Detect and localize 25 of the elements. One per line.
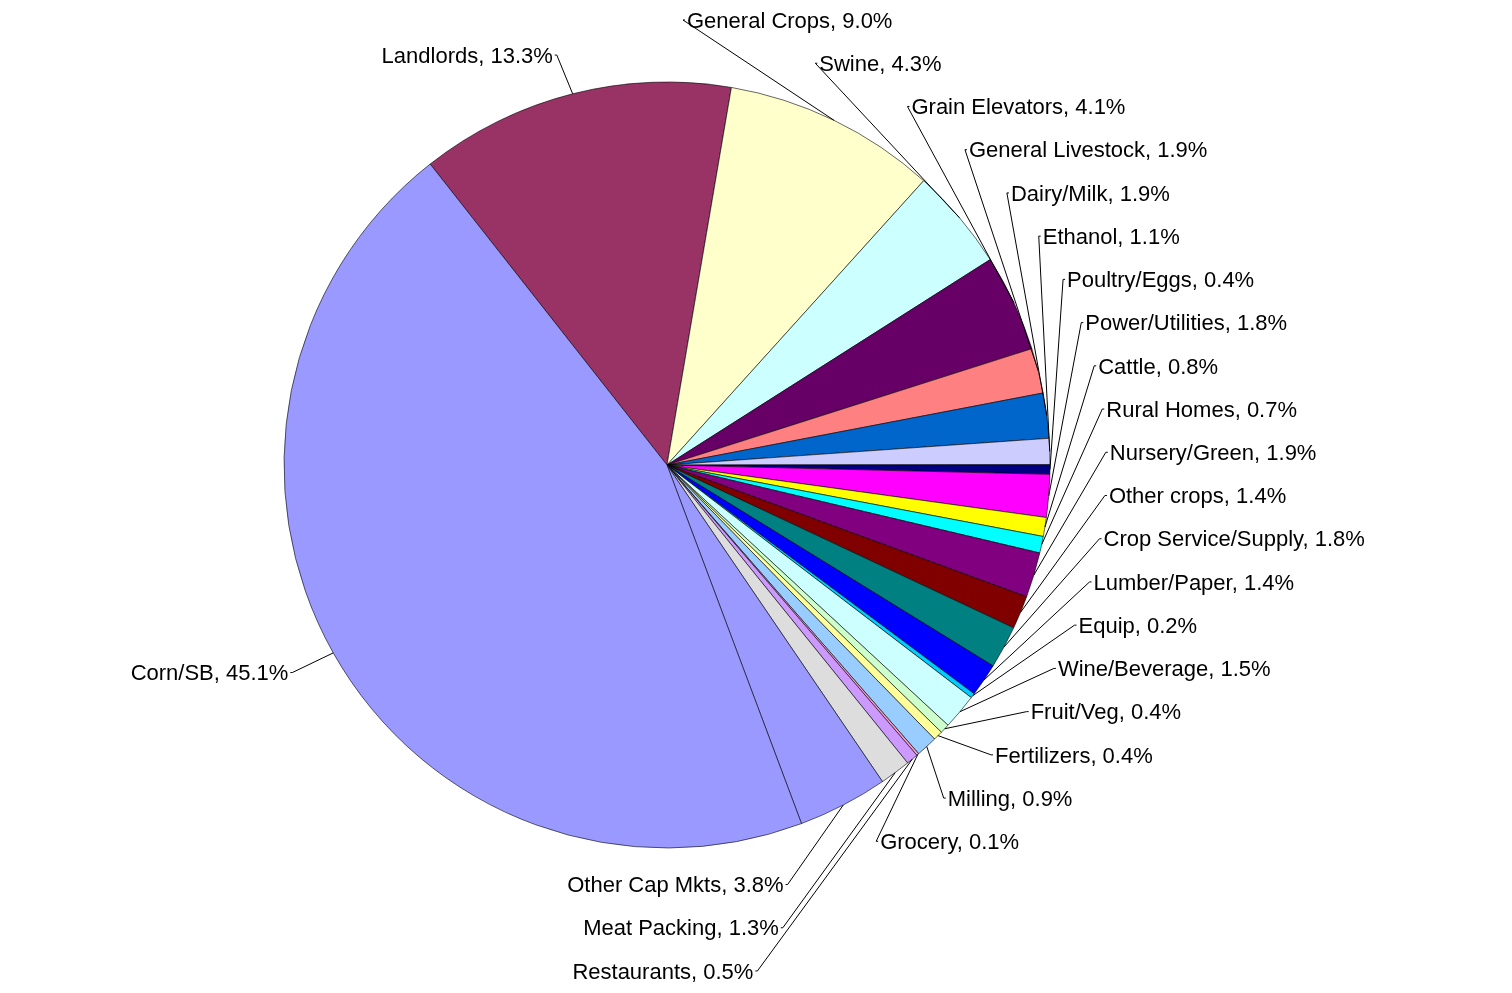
slice-label: Fertilizers, 0.4% [995, 742, 1153, 768]
slice-label: Meat Packing, 1.3% [583, 915, 779, 941]
slice-label: Grain Elevators, 4.1% [911, 94, 1126, 120]
slice-label: Lumber/Paper, 1.4% [1093, 569, 1295, 595]
slice-label: Corn/SB, 45.1% [130, 660, 289, 686]
slice-label: Fruit/Veg, 0.4% [1030, 699, 1182, 725]
slice-label: Crop Service/Supply, 1.8% [1103, 526, 1365, 552]
slice-label: General Livestock, 1.9% [968, 137, 1208, 163]
slice-label: Landlords, 13.3% [381, 42, 553, 68]
slice-label: General Crops, 9.0% [687, 7, 893, 33]
slice-label: Other Cap Mkts, 3.8% [567, 872, 784, 898]
slice-label: Wine/Beverage, 1.5% [1057, 656, 1271, 682]
slice-label: Poultry/Eggs, 0.4% [1067, 267, 1255, 293]
slice-label: Ethanol, 1.1% [1042, 223, 1180, 249]
slice-label: Cattle, 0.8% [1098, 353, 1219, 379]
slice-label: Rural Homes, 0.7% [1106, 396, 1298, 422]
slice-label: Restaurants, 0.5% [572, 958, 754, 984]
slice-label: Swine, 4.3% [819, 50, 942, 76]
slice-label: Dairy/Milk, 1.9% [1010, 180, 1170, 206]
slice-label: Nursery/Green, 1.9% [1109, 439, 1317, 465]
slice-label: Grocery, 0.1% [880, 829, 1020, 855]
slice-label: Power/Utilities, 1.8% [1085, 310, 1288, 336]
slice-label: Milling, 0.9% [947, 785, 1073, 811]
slice-label: Other crops, 1.4% [1108, 483, 1287, 509]
slice-label: Equip, 0.2% [1078, 612, 1198, 638]
